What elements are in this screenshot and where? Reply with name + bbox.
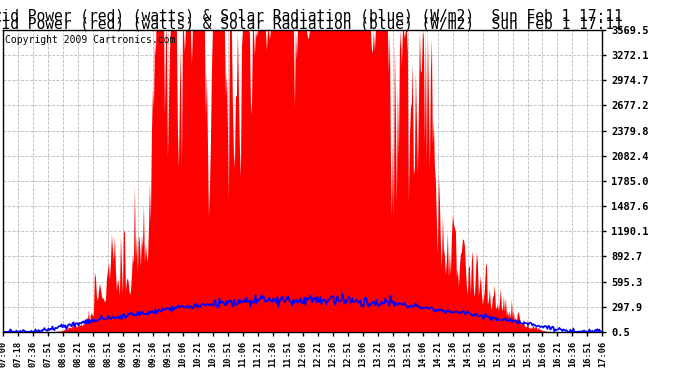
Text: Copyright 2009 Cartronics.com: Copyright 2009 Cartronics.com bbox=[5, 34, 175, 45]
Text: Grid Power (red) (watts) & Solar Radiation (blue) (W/m2)  Sun Feb 1 17:11: Grid Power (red) (watts) & Solar Radiati… bbox=[0, 9, 623, 23]
Text: Grid Power (red) (watts) & Solar Radiation (blue) (W/m2)  Sun Feb 1 17:11: Grid Power (red) (watts) & Solar Radiati… bbox=[0, 17, 623, 32]
